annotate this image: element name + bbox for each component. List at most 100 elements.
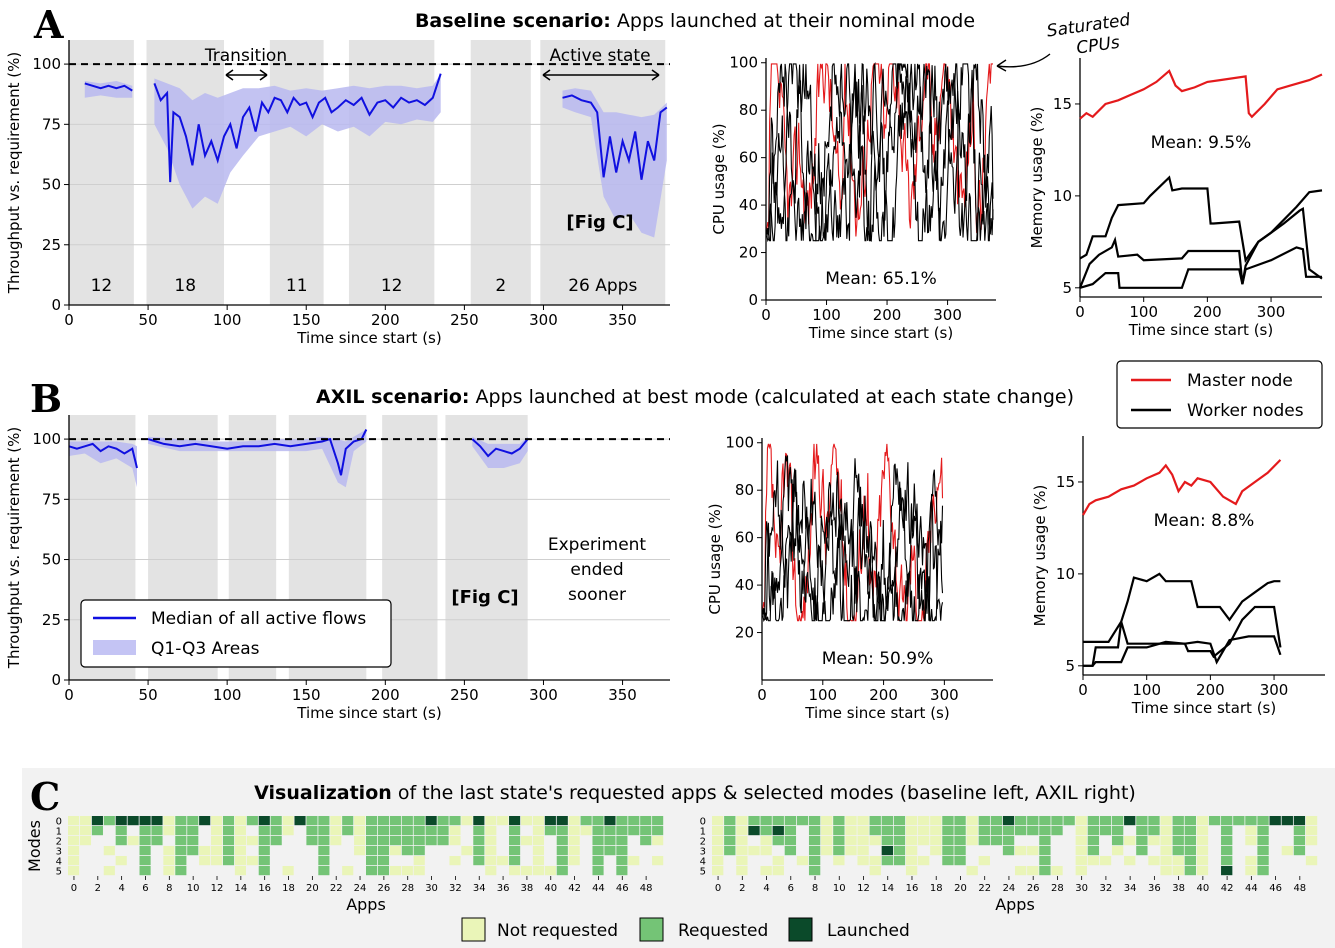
heatmap-cell bbox=[485, 866, 497, 876]
x-tick-label: 22 bbox=[978, 883, 991, 894]
heatmap-cell bbox=[1257, 836, 1269, 846]
heatmap-cell bbox=[1257, 856, 1269, 866]
heatmap-cell bbox=[724, 836, 736, 846]
heatmap-cell bbox=[234, 856, 246, 866]
heatmap-cell bbox=[724, 826, 736, 836]
q-area-segment bbox=[69, 441, 137, 488]
x-tick-label: 20 bbox=[954, 883, 967, 894]
y-tick-label: 40 bbox=[735, 576, 754, 594]
heatmap-cell bbox=[556, 866, 568, 876]
heatmap-cell bbox=[509, 846, 521, 856]
heatmap-cell bbox=[509, 866, 521, 876]
panel-letter-a: A bbox=[33, 2, 64, 47]
x-tick-label: 300 bbox=[529, 311, 558, 329]
heatmap-cell bbox=[784, 836, 797, 846]
x-tick-label: 30 bbox=[425, 883, 438, 894]
heatmap-cell bbox=[772, 816, 784, 826]
heatmap-cell bbox=[1172, 826, 1184, 836]
heatmap-cell bbox=[1269, 816, 1281, 826]
heatmap-cell bbox=[175, 866, 187, 876]
heatmap-cell bbox=[1136, 846, 1148, 856]
x-tick-label: 20 bbox=[306, 883, 319, 894]
worker-memory-line bbox=[1083, 605, 1282, 667]
heatmap-cell bbox=[91, 826, 103, 836]
heatmap-cell bbox=[724, 816, 736, 826]
heatmap-cell bbox=[1172, 836, 1184, 846]
x-tick-label: 300 bbox=[1257, 303, 1286, 321]
x-tick-label: 250 bbox=[450, 311, 479, 329]
heatmap-cell bbox=[616, 856, 628, 866]
heatmap-cell bbox=[1184, 866, 1196, 876]
x-tick-label: 2 bbox=[95, 883, 101, 894]
heatmap-cell bbox=[1221, 836, 1233, 846]
heatmap-cell bbox=[796, 856, 809, 866]
heatmap-cell bbox=[724, 846, 736, 856]
x-tick-label: 26 bbox=[1027, 883, 1040, 894]
heatmap-cell bbox=[893, 836, 906, 846]
heatmap-cell bbox=[857, 836, 869, 846]
heatmap-cell bbox=[258, 816, 270, 826]
heatmap-cell bbox=[1075, 826, 1087, 836]
heatmap-cell bbox=[760, 816, 772, 826]
heatmap-cell bbox=[869, 856, 881, 866]
cpu-mean-label: Mean: 50.9% bbox=[822, 649, 933, 669]
y-tick-label: 15 bbox=[1056, 473, 1075, 491]
y-tick-label: 10 bbox=[1053, 187, 1072, 205]
x-tick-label: 46 bbox=[1269, 883, 1282, 894]
heatmap-cell bbox=[139, 866, 151, 876]
panel-c-title: Visualization of the last state's reques… bbox=[254, 782, 1136, 804]
heatmap-cell bbox=[1221, 826, 1233, 836]
heatmap-cell bbox=[318, 856, 330, 866]
heatmap-cell bbox=[1087, 816, 1100, 826]
heatmap-cell bbox=[1039, 856, 1051, 866]
y-axis-title: Memory usage (%) bbox=[1028, 107, 1046, 249]
heatmap-cell bbox=[893, 816, 906, 826]
heatmap-cell bbox=[1305, 816, 1318, 826]
heatmap-cell bbox=[1184, 836, 1196, 846]
x-tick-label: 2 bbox=[739, 883, 745, 894]
heatmap-cell bbox=[760, 866, 772, 876]
x-tick-label: 0 bbox=[761, 306, 771, 324]
heatmap-cell bbox=[1172, 846, 1184, 856]
x-tick-label: 200 bbox=[1193, 303, 1222, 321]
ended-line3: sooner bbox=[568, 585, 626, 605]
x-tick-label: 300 bbox=[529, 686, 558, 704]
heatmap-cell bbox=[1111, 816, 1124, 826]
heatmap-cell bbox=[616, 866, 628, 876]
heatmap-cell bbox=[784, 816, 797, 826]
heatmap-cell bbox=[640, 816, 652, 826]
heatmap-cell bbox=[881, 836, 893, 846]
heatmap-cell bbox=[187, 826, 199, 836]
x-tick-label: 12 bbox=[211, 883, 224, 894]
x-tick-label: 0 bbox=[715, 883, 721, 894]
heatmap-cell bbox=[1305, 826, 1318, 836]
panel-b-title-rest: Apps launched at best mode (calculated a… bbox=[469, 386, 1074, 408]
heatmap-cell bbox=[1293, 836, 1306, 846]
heatmap-cell bbox=[509, 816, 521, 826]
heatmap-cell bbox=[115, 856, 127, 866]
y-tick-label: 5 bbox=[700, 867, 706, 878]
cpu-mean-label: Mean: 65.1% bbox=[825, 269, 936, 289]
x-tick-label: 0 bbox=[1075, 303, 1085, 321]
heatmap-cell bbox=[942, 816, 954, 826]
heatmap-cell bbox=[1245, 836, 1257, 846]
heatmap-cell bbox=[79, 836, 92, 846]
worker-cpu-line bbox=[765, 61, 994, 243]
heatmap-cell bbox=[449, 816, 461, 826]
heatmap-cell bbox=[881, 846, 893, 856]
heatmap-cell bbox=[857, 856, 869, 866]
heatmap-cell bbox=[1015, 826, 1027, 836]
heatmap-cell bbox=[592, 856, 604, 866]
heatmap-cell bbox=[930, 836, 942, 846]
q-area-segment bbox=[472, 436, 528, 468]
y-axis-title: Modes bbox=[25, 820, 44, 872]
heatmap-cell bbox=[366, 846, 378, 856]
median-segment bbox=[68, 442, 138, 469]
x-tick-label: 4 bbox=[763, 883, 769, 894]
heatmap-cell bbox=[1124, 836, 1136, 846]
worker-memory-line bbox=[1079, 246, 1322, 289]
worker-memory-line bbox=[1079, 175, 1323, 264]
heatmap-cell bbox=[485, 816, 497, 826]
heatmap-cell bbox=[930, 846, 942, 856]
